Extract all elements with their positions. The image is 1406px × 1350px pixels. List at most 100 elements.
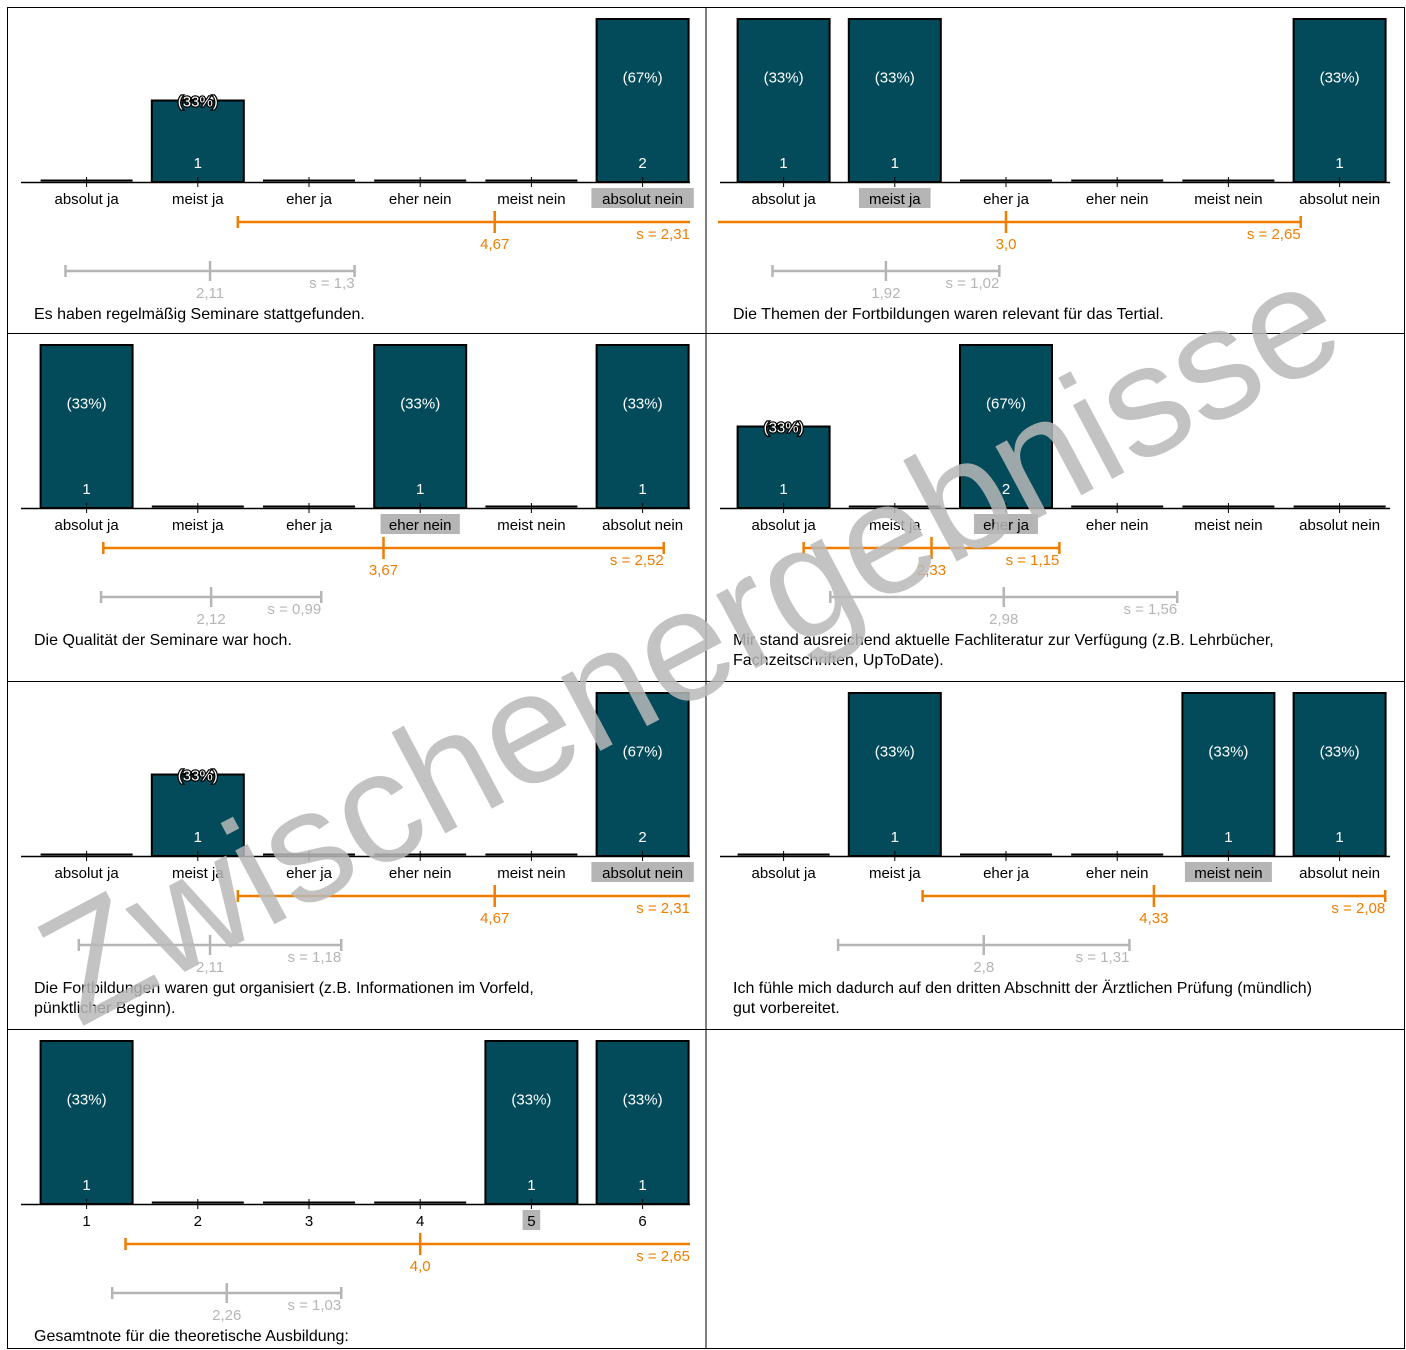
category-label: eher nein — [1086, 517, 1149, 534]
category-label: meist nein — [497, 865, 565, 882]
question-text-line: Ich fühle mich dadurch auf den dritten A… — [733, 979, 1312, 997]
mean-value-label: 4,67 — [480, 236, 509, 253]
bar-count-label: 2 — [1002, 481, 1010, 498]
question-text-line: pünktlicher Beginn). — [34, 1000, 175, 1017]
bar — [150, 99, 245, 183]
bar-percent-label: (33%) — [623, 396, 663, 413]
category-highlight — [591, 188, 694, 208]
bar-count-label: 2 — [638, 829, 646, 846]
compare-value-label: 2,26 — [212, 1307, 241, 1324]
category-label: 2 — [194, 1213, 202, 1230]
category-highlight — [1184, 862, 1272, 882]
category-label: eher nein — [1086, 865, 1149, 882]
bar-percent-label: (33%) — [67, 1092, 107, 1109]
compare-sd-label: s = 1,03 — [287, 1297, 341, 1314]
question-text-line: Die Qualität der Seminare war hoch. — [34, 632, 292, 649]
bar-percent-label: (33%) — [1320, 744, 1360, 761]
category-label: meist ja — [172, 517, 224, 534]
bar — [484, 1040, 579, 1205]
category-label: eher nein — [389, 191, 452, 208]
question-text-line: gut vorbereitet. — [733, 1000, 840, 1017]
mean-sd-label: s = 2,31 — [636, 900, 690, 917]
category-label: absolut ja — [54, 517, 119, 534]
bar-count-label: 1 — [82, 1177, 90, 1194]
bar — [1292, 692, 1387, 857]
category-label: eher ja — [983, 517, 1030, 534]
category-label: 5 — [527, 1213, 535, 1230]
category-label: eher ja — [286, 865, 333, 882]
mean-value-label: 4,67 — [480, 910, 509, 927]
bar — [373, 344, 468, 509]
bar-count-label: 1 — [891, 155, 899, 172]
category-label: eher ja — [983, 191, 1030, 208]
bar-percent-label: (67%) — [986, 396, 1026, 413]
category-label: eher ja — [983, 865, 1030, 882]
category-label: absolut ja — [751, 191, 816, 208]
bar — [1181, 692, 1276, 857]
bar — [595, 344, 690, 509]
compare-value-label: 1,92 — [871, 285, 900, 302]
category-label: meist nein — [1194, 865, 1262, 882]
category-label: 1 — [82, 1213, 90, 1230]
category-label: eher ja — [286, 517, 333, 534]
category-label: meist nein — [1194, 191, 1262, 208]
category-label: eher nein — [389, 517, 452, 534]
question-text: Es haben regelmäßig Seminare stattgefund… — [34, 306, 365, 323]
bar-percent-label: (33%) — [1320, 70, 1360, 87]
question-text-line: Die Fortbildungen waren gut organisiert … — [34, 980, 534, 997]
mean-sd-label: s = 2,31 — [636, 226, 690, 243]
mean-value-label: 4,0 — [410, 1258, 431, 1275]
question-text: Die Themen der Fortbildungen waren relev… — [733, 306, 1164, 323]
bar-percent-label: (33%) — [178, 94, 218, 111]
mean-sd-label: s = 2,65 — [1247, 226, 1301, 243]
compare-sd-label: s = 1,3 — [309, 275, 354, 292]
bar — [595, 1040, 690, 1205]
bar-count-label: 1 — [891, 829, 899, 846]
category-highlight — [522, 1210, 541, 1230]
category-label: meist nein — [1194, 517, 1262, 534]
category-label: absolut ja — [751, 517, 816, 534]
question-text-line: Gesamtnote für die theoretische Ausbildu… — [34, 1328, 349, 1345]
category-highlight — [859, 188, 931, 208]
category-label: absolut nein — [602, 865, 683, 882]
category-label: absolut nein — [602, 517, 683, 534]
bar — [1292, 18, 1387, 183]
compare-sd-label: s = 1,56 — [1123, 601, 1177, 618]
category-label: eher nein — [389, 865, 452, 882]
compare-sd-label: s = 1,31 — [1076, 949, 1130, 966]
bar-count-label: 1 — [1224, 829, 1232, 846]
bar — [847, 18, 942, 183]
category-highlight — [974, 514, 1038, 534]
compare-value-label: 2,11 — [196, 285, 224, 302]
bar — [595, 18, 690, 183]
chart-panel-2: (33%) 1 (33%) 1 (33%) 1 absolut ja meist ja eher… — [718, 18, 1390, 323]
question-text: Mir stand ausreichend aktuelle Fachliter… — [733, 632, 1274, 669]
category-label: meist ja — [172, 191, 224, 208]
bar — [39, 1040, 134, 1205]
bar-count-label: 1 — [1335, 829, 1343, 846]
mean-value-label: 3,0 — [996, 236, 1017, 253]
question-text: Die Fortbildungen waren gut organisiert … — [34, 980, 534, 1017]
mean-value-label: 2,33 — [917, 562, 946, 579]
bar-count-label: 1 — [638, 481, 646, 498]
category-label: eher ja — [286, 191, 333, 208]
category-label: absolut nein — [602, 191, 683, 208]
compare-sd-label: s = 1,02 — [946, 275, 1000, 292]
category-label: meist ja — [869, 191, 921, 208]
mean-sd-label: s = 2,65 — [636, 1248, 690, 1265]
chart-panel-6: (33%) 1 (33%) 1 (33%) 1 absolut ja meist ja eher… — [720, 692, 1390, 1017]
bar-percent-label: (33%) — [511, 1092, 551, 1109]
compare-sd-label: s = 0,99 — [267, 601, 321, 618]
mean-sd-label: s = 1,15 — [1006, 552, 1060, 569]
mean-value-label: 3,67 — [369, 562, 398, 579]
bar-percent-label: (33%) — [764, 420, 804, 437]
mean-sd-label: s = 2,52 — [610, 552, 664, 569]
category-highlight — [380, 514, 460, 534]
category-label: absolut ja — [751, 865, 816, 882]
category-label: meist nein — [497, 517, 565, 534]
category-label: 4 — [416, 1213, 424, 1230]
bar — [39, 344, 134, 509]
compare-value-label: 2,8 — [973, 959, 994, 976]
bar-percent-label: (33%) — [178, 768, 218, 785]
